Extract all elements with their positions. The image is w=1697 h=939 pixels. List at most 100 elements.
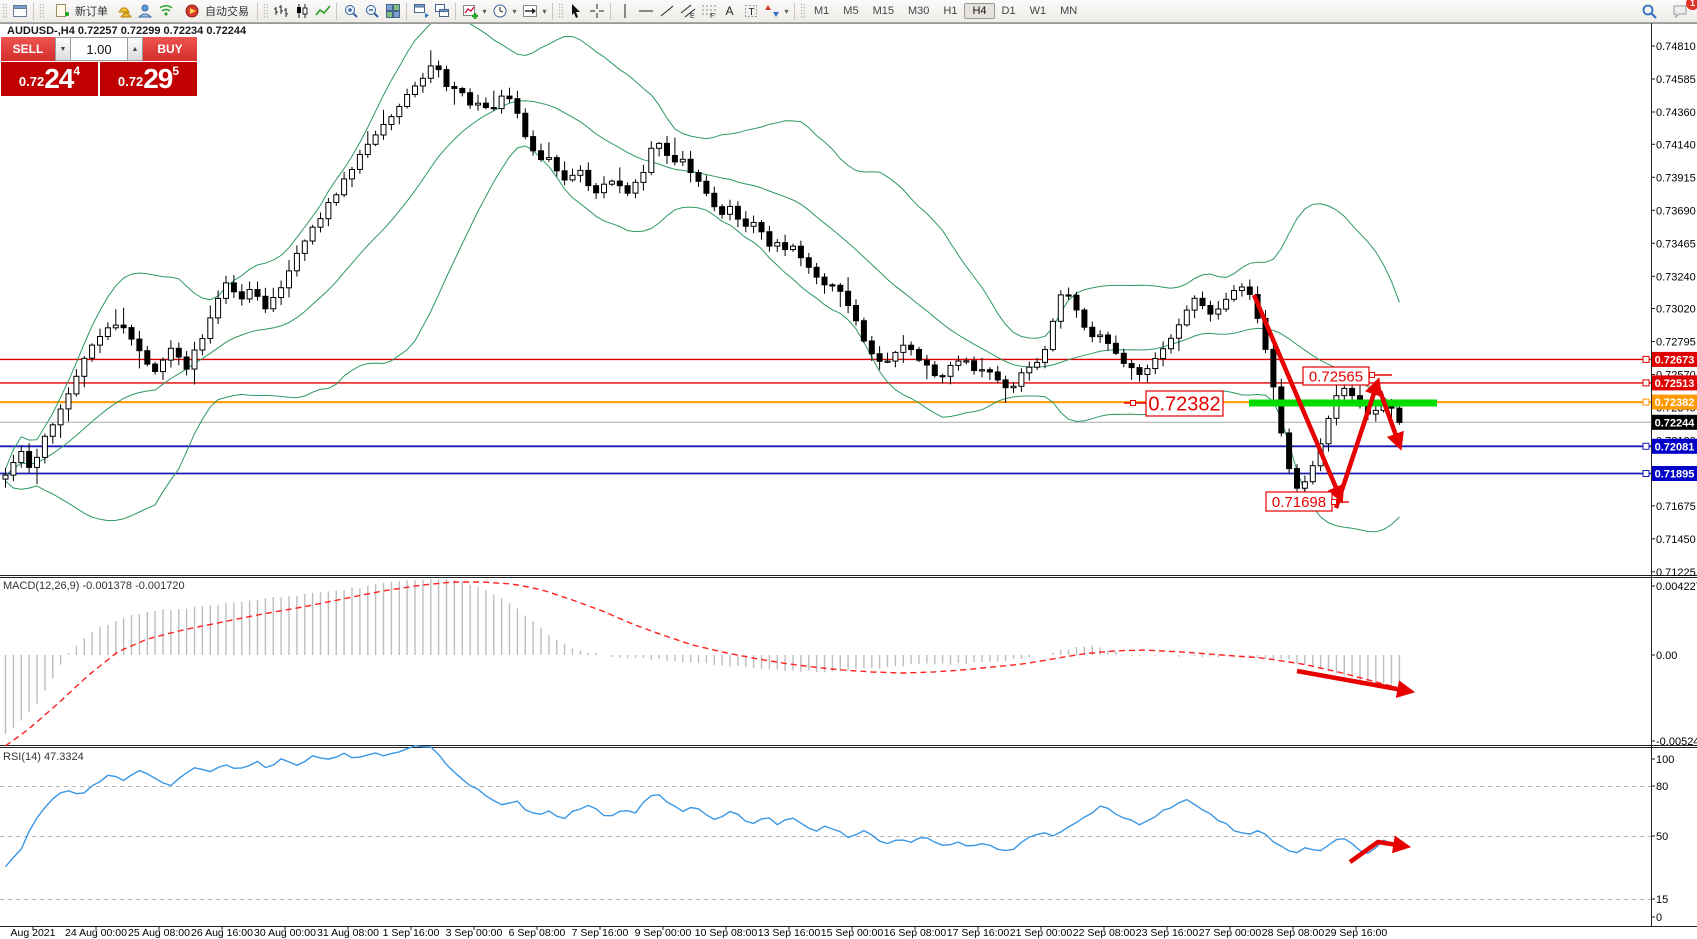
- toolbar-grip[interactable]: [263, 3, 268, 19]
- volume-input[interactable]: 1.00: [71, 37, 127, 61]
- new-order-button[interactable]: 新订单: [46, 2, 113, 21]
- bar-chart-icon[interactable]: [270, 2, 291, 21]
- line-chart-icon[interactable]: [312, 2, 333, 21]
- rsi-value: 47.3324: [43, 751, 84, 763]
- templates-caret-icon[interactable]: ▾: [542, 6, 547, 16]
- toolbar-grip[interactable]: [2, 3, 7, 19]
- svg-text:0.71675: 0.71675: [1656, 501, 1696, 513]
- toolbar-grip[interactable]: [558, 3, 563, 19]
- sell-price-big: 24: [44, 63, 74, 94]
- svg-text:0.72382: 0.72382: [1148, 394, 1220, 416]
- toolbar-grip[interactable]: [39, 3, 44, 19]
- svg-text:0.73915: 0.73915: [1656, 172, 1696, 184]
- arrange-windows-icon[interactable]: [410, 2, 431, 21]
- equidistant-channel-icon[interactable]: E: [677, 2, 698, 21]
- sell-button[interactable]: SELL: [1, 37, 55, 61]
- trendline-icon[interactable]: [656, 2, 677, 21]
- separator: [455, 2, 456, 20]
- auto-trading-label: 自动交易: [205, 6, 249, 18]
- svg-text:3 Sep 00:00: 3 Sep 00:00: [446, 927, 503, 939]
- svg-text:0.73465: 0.73465: [1656, 238, 1696, 250]
- cursor-icon[interactable]: [565, 2, 586, 21]
- svg-text:0.71895: 0.71895: [1655, 469, 1695, 481]
- auto-trading-button[interactable]: 自动交易: [176, 2, 254, 21]
- chart-window-icon[interactable]: [9, 2, 30, 21]
- periods-clock-icon[interactable]: [489, 2, 510, 21]
- svg-text:0.74810: 0.74810: [1656, 41, 1696, 53]
- sell-price[interactable]: 0.72 24 4: [1, 62, 98, 96]
- buy-price[interactable]: 0.72 29 5: [100, 62, 197, 96]
- level-price-boxes[interactable]: 0.72673 0.72513 0.72382 0.72244 0.72081 0.718…: [1642, 351, 1697, 481]
- tf-d1[interactable]: D1: [1001, 5, 1016, 17]
- toolbar-grip[interactable]: [800, 3, 805, 19]
- tf-mn[interactable]: MN: [1060, 5, 1078, 17]
- svg-text:100: 100: [1656, 754, 1674, 766]
- text-label-icon[interactable]: T: [740, 2, 761, 21]
- fibonacci-icon[interactable]: F: [698, 2, 719, 21]
- buy-price-sup: 5: [172, 64, 180, 78]
- one-click-trading-panel: SELL ▼ 1.00 ▲ BUY 0.72 24 4 0.72 29 5: [1, 37, 197, 96]
- svg-text:7 Sep 16:00: 7 Sep 16:00: [572, 927, 629, 939]
- svg-text:31 Aug 08:00: 31 Aug 08:00: [317, 927, 379, 939]
- search-icon[interactable]: [1639, 2, 1660, 21]
- svg-text:50: 50: [1656, 831, 1668, 843]
- svg-text:0.72382: 0.72382: [1655, 397, 1695, 409]
- cascade-windows-icon[interactable]: [431, 2, 452, 21]
- tf-w1[interactable]: W1: [1029, 5, 1047, 17]
- date-axis[interactable]: Aug 2021 24 Aug 00:00 25 Aug 08:00 26 Aug 1…: [11, 926, 1388, 939]
- arrow-tools-icon[interactable]: [761, 2, 782, 21]
- tf-m15[interactable]: M15: [872, 5, 894, 17]
- svg-text:80: 80: [1656, 781, 1668, 793]
- annotation-arrows[interactable]: [1251, 294, 1416, 864]
- toolbar-right: 1: [1639, 0, 1697, 21]
- svg-text:-0.005247: -0.005247: [1656, 736, 1697, 748]
- svg-text:F: F: [710, 13, 714, 19]
- svg-text:15 Sep 00:00: 15 Sep 00:00: [821, 927, 884, 939]
- community-icon[interactable]: [134, 2, 155, 21]
- horizontal-line-icon[interactable]: [635, 2, 656, 21]
- rsi-label: RSI(14) 47.3324: [3, 751, 84, 763]
- tf-h1[interactable]: H1: [943, 5, 958, 17]
- add-indicator-caret-icon[interactable]: ▾: [482, 6, 487, 16]
- svg-text:0.72081: 0.72081: [1655, 441, 1695, 453]
- svg-text:15: 15: [1656, 894, 1668, 906]
- rsi-gridlines: [0, 786, 1651, 900]
- tf-h4[interactable]: H4: [964, 3, 995, 19]
- tf-m5[interactable]: M5: [843, 5, 859, 17]
- notification-badge: 1: [1686, 0, 1697, 10]
- macd-label: MACD(12,26,9) -0.001378 -0.001720: [3, 580, 185, 592]
- volume-decrease-button[interactable]: ▼: [55, 37, 71, 61]
- tf-m1[interactable]: M1: [814, 5, 830, 17]
- buy-button[interactable]: BUY: [143, 37, 197, 61]
- tile-windows-icon[interactable]: [382, 2, 403, 21]
- timeframe-bar: M1 M5 M15 M30 H1 H4 D1 W1 MN: [807, 3, 1084, 19]
- green-support-zone[interactable]: [1249, 399, 1437, 407]
- volume-increase-button[interactable]: ▲: [127, 37, 143, 61]
- text-icon[interactable]: A: [725, 4, 734, 18]
- shift-chart-icon[interactable]: [519, 2, 540, 21]
- svg-text:0.72795: 0.72795: [1656, 337, 1696, 349]
- svg-text:0.74585: 0.74585: [1656, 74, 1696, 86]
- svg-text:0.72565: 0.72565: [1309, 368, 1363, 385]
- symbol-ohlc-info: AUDUSD-,H4 0.72257 0.72299 0.72234 0.722…: [7, 25, 247, 37]
- gold-icon[interactable]: [113, 2, 134, 21]
- periods-caret-icon[interactable]: ▾: [512, 6, 517, 16]
- crosshair-icon[interactable]: [586, 2, 607, 21]
- svg-text:Aug 2021: Aug 2021: [11, 927, 56, 939]
- zoom-out-icon[interactable]: [361, 2, 382, 21]
- vertical-line-icon[interactable]: [614, 2, 635, 21]
- svg-text:0.73690: 0.73690: [1656, 205, 1696, 217]
- zoom-in-icon[interactable]: [340, 2, 361, 21]
- separator: [33, 2, 34, 20]
- arrow-tools-caret-icon[interactable]: ▾: [784, 6, 789, 16]
- svg-text:9 Sep 00:00: 9 Sep 00:00: [635, 927, 692, 939]
- annotation-labels[interactable]: 0.72382 0.72565 0.71698: [1124, 366, 1392, 512]
- svg-text:0.00: 0.00: [1656, 650, 1677, 662]
- candlestick-chart-icon[interactable]: [291, 2, 312, 21]
- chat-icon[interactable]: 1: [1670, 0, 1697, 21]
- signal-icon[interactable]: [155, 2, 176, 21]
- add-indicator-icon[interactable]: [459, 2, 480, 21]
- tf-m30[interactable]: M30: [907, 5, 930, 17]
